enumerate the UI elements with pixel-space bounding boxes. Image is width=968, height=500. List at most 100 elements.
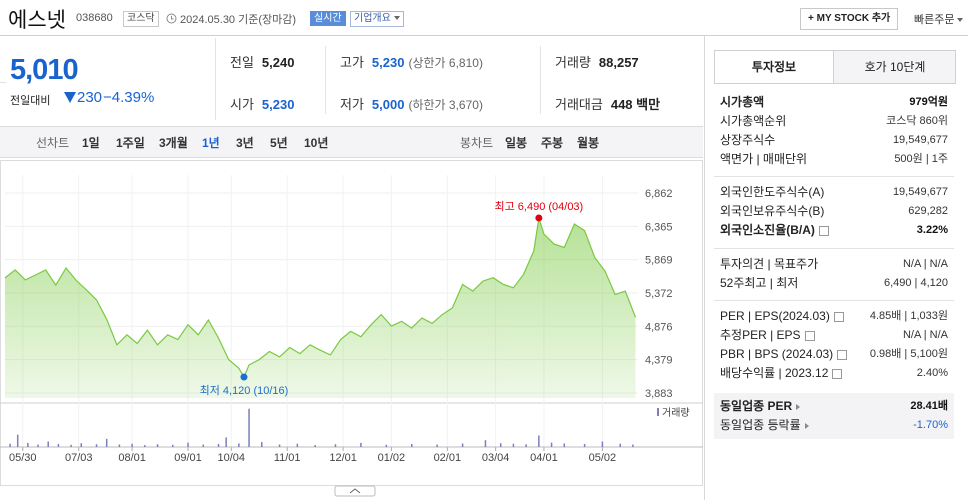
volume-bar: [278, 444, 281, 447]
info-value: 2.40%: [916, 367, 948, 379]
y-tick-label: 6,365: [645, 221, 673, 233]
realtime-badge[interactable]: 실시간: [310, 11, 346, 26]
volume-bar: [105, 438, 108, 447]
stats-divider: [540, 46, 541, 114]
volume-bar: [538, 435, 540, 447]
info-value: 28.41배: [910, 400, 948, 412]
info-row: 추정PER | EPS N/A | N/A: [720, 326, 948, 345]
info-row: 액면가 | 매매단위 500원 | 1주: [720, 150, 948, 169]
period-tab[interactable]: 5년: [270, 136, 288, 150]
mystock-button[interactable]: + MY STOCK 추가: [800, 8, 899, 30]
dropdown-arrow: [957, 18, 964, 23]
volume-bar: [131, 443, 133, 447]
x-tick-label: 05/30: [9, 452, 37, 464]
volume-bar: [512, 443, 515, 447]
volume-bar: [525, 444, 527, 447]
industry-arrow: [804, 422, 809, 429]
volume-bar: [144, 445, 146, 447]
volume-bar: [9, 443, 11, 447]
volume-bar: [499, 443, 502, 447]
overview-button[interactable]: 기업개요: [350, 11, 404, 27]
period-tab[interactable]: 1일: [82, 136, 100, 150]
stat: 고가 5,230 (상한가 6,810): [340, 52, 483, 71]
period-tab[interactable]: 3개월: [159, 136, 188, 150]
volume-bar: [334, 444, 337, 447]
stat-value: 88,257: [598, 55, 639, 70]
volume-bar: [261, 442, 263, 447]
volume-bar: [296, 443, 299, 447]
x-tick-label: 05/02: [589, 452, 617, 464]
candle-tab[interactable]: 일봉: [505, 136, 528, 150]
y-tick-label: 4,379: [645, 355, 673, 367]
info-row: 배당수익률 | 2023.12 2.40%: [720, 364, 948, 383]
collapse-button[interactable]: [334, 485, 376, 497]
info-label: PER | EPS(2024.03): [720, 309, 830, 323]
basis: 기준(장마감): [238, 14, 297, 26]
candle-tab[interactable]: 주봉: [541, 136, 564, 150]
info-label: 투자의견 | 목표주가: [720, 257, 819, 271]
info-row: 동일업종 등락률 -1.70%: [720, 416, 948, 435]
candle-chart-label: 봉차트: [460, 136, 494, 150]
y-tick-label: 5,372: [645, 288, 673, 300]
volume-bar: [95, 444, 98, 447]
period-tab[interactable]: 1년: [202, 136, 220, 150]
date-basis: 2024.05.30 기준(장마감): [166, 11, 296, 27]
industry-box: [714, 393, 954, 439]
y-tick-label: 5,869: [645, 255, 673, 267]
info-tab[interactable]: 호가 10단계: [864, 60, 926, 74]
volume-bar: [225, 437, 227, 447]
x-tick-label: 01/02: [378, 452, 406, 464]
line-chart-label: 선차트: [36, 136, 70, 150]
info-value: 6,490 | 4,120: [883, 277, 948, 289]
period-tab[interactable]: 10년: [304, 136, 329, 150]
stat: 전일 5,240: [230, 52, 294, 71]
volume-bar: [202, 444, 205, 447]
stock-name: 에스넷: [8, 9, 66, 32]
info-label: 배당수익률 | 2023.12: [720, 366, 829, 380]
info-row: 시가총액순위 코스닥 860위: [720, 112, 948, 131]
candle-tab[interactable]: 월봉: [577, 136, 600, 150]
info-label: 상장주식수: [720, 133, 776, 147]
stat-value: 5,240: [261, 55, 295, 70]
stats-divider: [325, 46, 326, 114]
help-icon: [804, 330, 815, 341]
current-price: 5,010: [10, 54, 79, 86]
volume-bar: [187, 442, 189, 447]
volume-bar: [632, 444, 634, 447]
help-icon: [837, 349, 848, 360]
period-tab[interactable]: 1주일: [116, 136, 145, 150]
clock-icon: [166, 13, 177, 24]
period-tab[interactable]: 3년: [236, 136, 254, 150]
info-value: 0.98배 | 5,100원: [869, 348, 948, 360]
help-icon: [818, 225, 829, 236]
x-tick-label: 12/01: [329, 452, 357, 464]
info-row: PER | EPS(2024.03) 4.85배 | 1,033원: [720, 307, 948, 326]
x-tick-label: 03/04: [482, 452, 510, 464]
info-tab[interactable]: 투자정보: [715, 51, 834, 83]
volume-bar: [436, 444, 438, 447]
stat-label: 거래대금: [555, 97, 603, 112]
info-row: 외국인소진율(B/A) 3.22%: [720, 221, 948, 240]
volume-bar: [583, 443, 586, 447]
annotation-label: 최저 4,120 (10/16): [200, 384, 289, 397]
volume-bar: [248, 408, 250, 447]
section-divider: [714, 176, 954, 177]
stat-value: 5,230: [371, 55, 405, 70]
volume-legend-icon: [657, 408, 659, 416]
info-row: 외국인보유주식수(B) 629,282: [720, 202, 948, 221]
change-value: 230: [77, 89, 103, 106]
volume-bar: [70, 444, 72, 447]
annotation-dot: [535, 214, 543, 222]
volume-bar: [238, 443, 240, 447]
info-label: 시가총액: [720, 95, 765, 109]
quick-order[interactable]: 빠른주문: [914, 11, 964, 27]
info-value: 629,282: [908, 205, 948, 217]
dropdown-arrow: [393, 16, 400, 21]
info-value: -1.70%: [913, 419, 948, 431]
help-icon: [833, 311, 844, 322]
x-tick-label: 09/01: [174, 452, 202, 464]
info-value: 979억원: [909, 96, 948, 108]
volume-bar: [57, 443, 60, 447]
stat-label: 고가: [340, 55, 364, 70]
change: 230: [64, 89, 102, 106]
